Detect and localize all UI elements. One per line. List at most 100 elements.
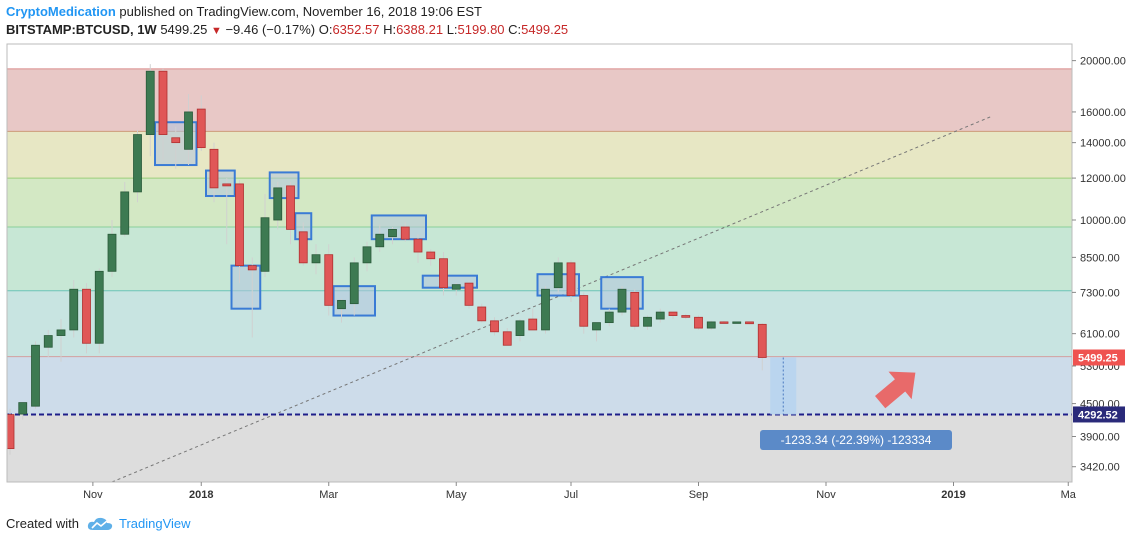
y-tick-label: 8500.00: [1080, 252, 1120, 264]
highlight-box: [230, 264, 262, 310]
symbol-info: BITSTAMP:BTCUSD, 1W 5499.25 ▼ −9.46 (−0.…: [6, 22, 568, 37]
candle-body: [617, 288, 627, 313]
publish-text: published on TradingView.com, November 1…: [119, 4, 482, 19]
candle-body: [311, 254, 321, 264]
candle-body: [515, 320, 525, 336]
candle-body: [94, 270, 104, 344]
candle-body: [706, 321, 716, 329]
price-tag-label: 5499.25: [1078, 353, 1118, 365]
x-tick-label: 2019: [941, 489, 965, 501]
x-tick-label: 2018: [189, 489, 213, 501]
candle-body: [298, 231, 308, 264]
x-tick-label: May: [446, 489, 467, 501]
footer: Created with TradingView: [6, 516, 191, 531]
fib-band: [7, 178, 1072, 228]
candle-body: [439, 258, 448, 289]
candle-body: [133, 134, 142, 193]
candle-body: [451, 284, 461, 290]
price-tag-label: 4292.52: [1078, 409, 1118, 421]
down-arrow-icon: ▼: [210, 25, 222, 37]
candle-body: [630, 291, 640, 327]
candle-body: [247, 265, 257, 271]
y-tick-label: 3900.00: [1080, 432, 1120, 444]
candle-body: [553, 262, 563, 289]
candle-body: [349, 262, 359, 305]
tradingview-link[interactable]: TradingView: [118, 516, 191, 531]
candle-body: [604, 311, 614, 324]
price-tag-close: [1073, 349, 1125, 366]
candle-body: [426, 251, 436, 260]
candle-body: [541, 288, 550, 331]
open-label: O:: [318, 22, 333, 37]
tradingview-cloud-icon: [87, 517, 113, 530]
y-tick-label: 14000.00: [1080, 138, 1126, 150]
candle-body: [31, 344, 40, 407]
plot-area: [7, 44, 1072, 482]
candle-body: [337, 299, 346, 310]
fib-band-top: [7, 44, 1072, 69]
candle-body: [464, 282, 474, 306]
y-tick-label: 12000.00: [1080, 173, 1126, 185]
candle-body: [69, 288, 79, 331]
candle-body: [643, 316, 652, 327]
high-label: H:: [383, 22, 397, 37]
low-value: 5199.80: [457, 22, 505, 37]
candle-body: [324, 254, 334, 306]
candle-body: [579, 295, 589, 327]
low-label: L:: [446, 22, 458, 37]
x-tick-label: Mar: [319, 489, 338, 501]
close-label: C:: [508, 22, 522, 37]
candle-body: [260, 217, 270, 272]
x-tick-label: Jul: [564, 489, 578, 501]
symbol-label: BITSTAMP:BTCUSD, 1W: [6, 22, 157, 37]
price-tag-target: [1073, 406, 1125, 423]
candle-body: [655, 311, 665, 320]
candle-body: [107, 233, 117, 272]
candle-body: [388, 228, 397, 238]
highlight-box: [370, 214, 427, 241]
y-tick-label: 16000.00: [1080, 107, 1126, 119]
candle-body: [400, 226, 410, 240]
candle-body: [681, 315, 691, 318]
candle-body: [719, 321, 729, 324]
x-tick-label: Nov: [816, 489, 836, 501]
y-tick-label: 20000.00: [1080, 56, 1126, 68]
created-with-text: Created with: [6, 516, 79, 531]
candle-body: [694, 316, 703, 329]
publish-info: CryptoMedication published on TradingVie…: [6, 4, 482, 19]
candle-body: [413, 238, 423, 253]
candle-body: [7, 414, 15, 450]
candle-body: [235, 183, 244, 267]
x-tick-label: Ma: [1061, 489, 1077, 501]
measure-label: -1233.34 (-22.39%) -123334: [781, 433, 932, 447]
author-link[interactable]: CryptoMedication: [6, 4, 116, 19]
candle-body: [745, 321, 754, 325]
arrow-shape: [875, 371, 916, 409]
candle-body: [184, 111, 193, 150]
candle-body: [757, 323, 767, 358]
high-value: 6388.21: [396, 22, 444, 37]
candle-body: [592, 322, 601, 331]
candle-body: [732, 321, 742, 324]
candle-body: [145, 70, 155, 135]
y-tick-label: 3420.00: [1080, 462, 1120, 474]
last-price: 5499.25: [160, 22, 208, 37]
candle-body: [171, 137, 181, 144]
y-tick-label: 6100.00: [1080, 329, 1120, 341]
candle-body: [362, 246, 372, 264]
x-tick-label: Nov: [83, 489, 103, 501]
candle-body: [209, 148, 219, 189]
y-tick-label: 10000.00: [1080, 215, 1126, 227]
candle-body: [18, 402, 28, 415]
candle-body: [375, 233, 385, 248]
candle-body: [566, 262, 576, 296]
plot-frame: [6, 43, 1073, 483]
candle-body: [43, 335, 53, 348]
highlight-box: [421, 274, 478, 289]
candle-body: [477, 306, 487, 322]
candle-body: [196, 108, 206, 149]
candle-body: [273, 187, 283, 221]
candle-body: [528, 318, 538, 331]
candle-body: [668, 311, 678, 316]
